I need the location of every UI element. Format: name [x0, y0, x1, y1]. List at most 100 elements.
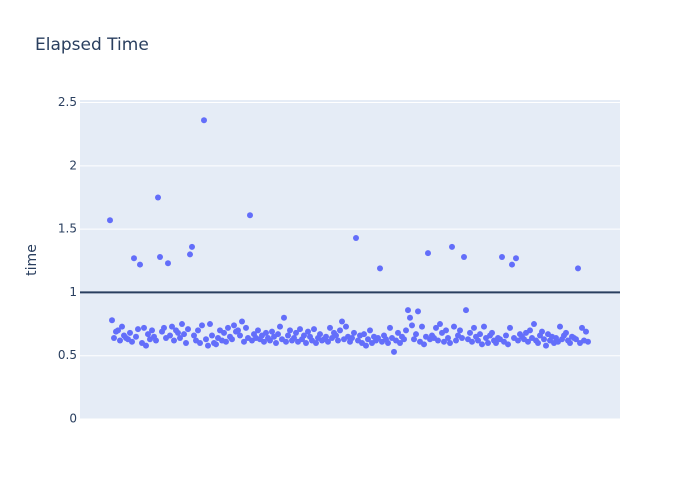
- point: [425, 250, 431, 257]
- point: [335, 337, 341, 344]
- y-tick-label: 2.5: [58, 95, 77, 109]
- point: [209, 332, 215, 339]
- point: [189, 243, 195, 250]
- point: [479, 341, 485, 348]
- point: [235, 327, 241, 334]
- point: [157, 253, 163, 260]
- point: [141, 324, 147, 331]
- point: [437, 321, 443, 328]
- point: [179, 321, 185, 328]
- point: [305, 328, 311, 335]
- point: [451, 323, 457, 330]
- point: [255, 327, 261, 334]
- point: [401, 336, 407, 343]
- point: [199, 322, 205, 329]
- point: [275, 331, 281, 338]
- point: [237, 332, 243, 339]
- point: [317, 331, 323, 338]
- point: [583, 328, 589, 335]
- point: [467, 329, 473, 336]
- point: [185, 326, 191, 333]
- point: [469, 338, 475, 345]
- y-tick-label: 1.5: [58, 222, 77, 236]
- point: [339, 318, 345, 325]
- y-tick-label: 2: [69, 158, 77, 172]
- point: [277, 323, 283, 330]
- point: [175, 329, 181, 336]
- point: [137, 261, 143, 268]
- point: [187, 251, 193, 258]
- point: [375, 334, 381, 341]
- point: [109, 317, 115, 324]
- point: [461, 253, 467, 260]
- point: [499, 253, 505, 260]
- point: [195, 327, 201, 334]
- point: [177, 334, 183, 341]
- point: [343, 323, 349, 330]
- point: [293, 329, 299, 336]
- point: [449, 243, 455, 250]
- point: [239, 318, 245, 325]
- point: [203, 336, 209, 343]
- point: [407, 314, 413, 321]
- point: [281, 314, 287, 321]
- point: [323, 333, 329, 340]
- point: [131, 255, 137, 262]
- point: [207, 321, 213, 328]
- point: [241, 338, 247, 345]
- point: [505, 341, 511, 348]
- y-axis-label: time: [24, 244, 40, 276]
- point: [133, 333, 139, 340]
- point: [285, 332, 291, 339]
- point: [327, 324, 333, 331]
- point: [477, 331, 483, 338]
- point: [463, 307, 469, 314]
- point: [385, 340, 391, 347]
- point: [433, 324, 439, 331]
- point: [361, 331, 367, 338]
- point: [485, 340, 491, 347]
- point: [395, 329, 401, 336]
- point: [229, 336, 235, 343]
- point: [397, 340, 403, 347]
- point: [535, 340, 541, 347]
- point: [183, 340, 189, 347]
- point: [543, 342, 549, 349]
- point: [115, 327, 121, 334]
- point: [231, 322, 237, 329]
- point: [445, 334, 451, 341]
- point: [447, 340, 453, 347]
- point: [513, 255, 519, 262]
- point: [567, 340, 573, 347]
- point: [471, 324, 477, 331]
- point: [155, 194, 161, 201]
- point: [149, 327, 155, 334]
- point: [525, 338, 531, 345]
- point: [515, 337, 521, 344]
- point: [167, 332, 173, 339]
- point: [297, 326, 303, 333]
- y-tick-label: 1: [69, 285, 77, 299]
- point: [367, 327, 373, 334]
- point: [409, 322, 415, 329]
- point: [243, 324, 249, 331]
- point: [541, 336, 547, 343]
- point: [301, 332, 307, 339]
- plot-area: [80, 100, 620, 419]
- point: [287, 327, 293, 334]
- point: [107, 217, 113, 224]
- point: [161, 324, 167, 331]
- point: [197, 340, 203, 347]
- point: [509, 261, 515, 268]
- point: [415, 308, 421, 315]
- point: [457, 327, 463, 334]
- point: [411, 336, 417, 343]
- point: [263, 329, 269, 336]
- point: [267, 337, 273, 344]
- point: [311, 326, 317, 333]
- point: [303, 340, 309, 347]
- point: [261, 338, 267, 345]
- point: [119, 323, 125, 330]
- point: [153, 337, 159, 344]
